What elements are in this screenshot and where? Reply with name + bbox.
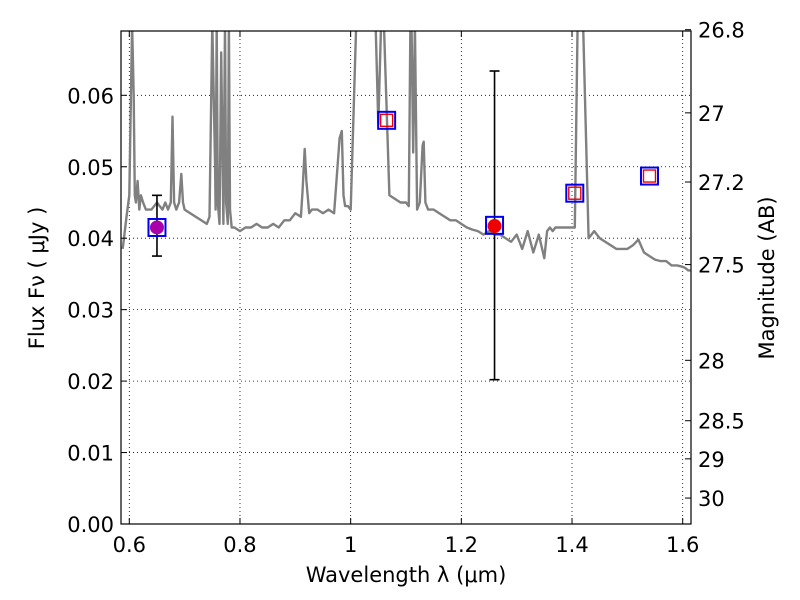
model-square-marker [485,215,505,235]
model-square-marker [147,217,167,237]
y2-axis-title: Magnitude (AB) [755,196,779,359]
x-tick-label: 0.6 [113,533,146,557]
photometry-markers [147,70,659,381]
model-square-marker [565,183,585,203]
y-axis-title: Flux Fν ( μJy ) [25,207,49,350]
open-square-marker [642,169,657,183]
plot-frame [120,30,692,525]
y-tick-label: 0.04 [67,227,114,251]
x-tick-label: 0.8 [223,533,256,557]
x-tick-label: 1.4 [555,533,588,557]
model-square-marker [639,166,659,186]
open-square-marker [379,113,394,128]
spectrum-layer [121,31,691,272]
observed-point-marker [487,219,502,234]
axis-ticks: 0.6 0.8 1 1.2 1.4 1.6 0.00 0.01 0.02 0.03 0.04 0.05… [67,19,745,557]
x-tick-label: 1.2 [445,533,478,557]
y-tick-label: 0.05 [67,156,114,180]
observed-point-marker [149,220,164,235]
x-tick-label: 1 [344,533,357,557]
template-spectrum-line [121,31,691,272]
x-axis-title: Wavelength λ (μm) [306,563,507,587]
y2-tick-label: 29 [698,448,725,472]
y-tick-label: 0.06 [67,84,114,108]
y2-tick-label: 28.5 [698,410,745,434]
y2-tick-label: 26.8 [698,19,745,43]
y-tick-label: 0.03 [67,299,114,323]
x-tick-label: 1.6 [666,533,699,557]
y2-tick-label: 28 [698,349,725,373]
y2-tick-label: 27 [698,102,725,126]
y-tick-label: 0.00 [67,513,114,537]
y2-tick-label: 27.2 [698,171,745,195]
y2-tick-label: 30 [698,487,725,511]
model-square-marker [377,110,397,130]
y-tick-label: 0.02 [67,370,114,394]
open-square-marker [568,186,582,200]
y2-tick-label: 27.5 [698,254,745,278]
y-tick-label: 0.01 [67,442,114,466]
